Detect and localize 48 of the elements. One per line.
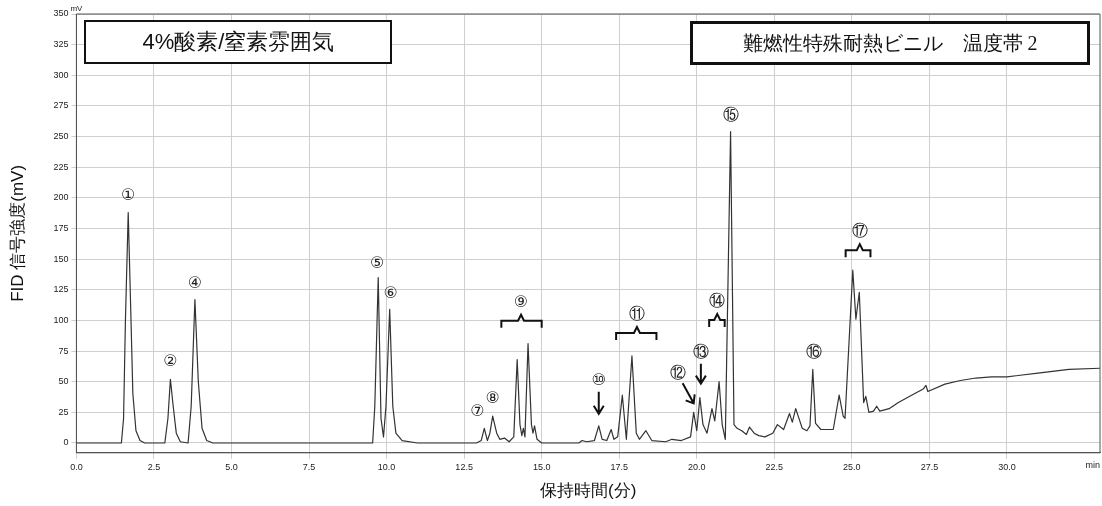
y-tick-label: 25	[58, 406, 69, 417]
annotation: ⑮	[722, 104, 739, 124]
y-tick-label: 225	[53, 161, 69, 172]
annotation: ⑪	[628, 304, 645, 324]
y-tick-label: 350	[53, 8, 69, 19]
annotation: ⑫	[669, 362, 686, 382]
x-tick-label: 10.0	[377, 461, 396, 472]
x-tick-label: 12.5	[455, 461, 473, 472]
y-tick-label: 250	[53, 131, 69, 142]
annotation: ②	[163, 351, 178, 371]
x-tick-label: 20.0	[688, 461, 706, 472]
x-axis-title: 保持時間(分)	[540, 481, 637, 501]
y-axis-title: FID 信号強度(mV)	[7, 164, 27, 302]
annotation: ⑨	[513, 291, 529, 311]
annotation: ⑧	[485, 388, 500, 408]
x-tick-label: 15.0	[532, 461, 551, 472]
annotation: ⑬	[692, 341, 709, 361]
y-tick-label: 150	[53, 253, 69, 264]
annotation: ⑭	[709, 291, 726, 311]
y-tick-label: 275	[53, 100, 69, 111]
annotation: ⑩	[591, 369, 606, 389]
x-tick-label: 2.5	[147, 461, 161, 472]
annotation: ⑰	[851, 221, 868, 241]
annotation: ⑥	[383, 282, 398, 302]
y-tick-label: 75	[58, 345, 69, 356]
y-tick-label: 50	[58, 376, 69, 387]
annotation: ⑦	[470, 401, 485, 421]
annotation: ⑤	[370, 252, 385, 272]
y-tick-label: 0	[63, 437, 69, 448]
annotation: ①	[121, 184, 136, 204]
annotation: ⑯	[805, 341, 822, 361]
x-tick-label: 27.5	[920, 461, 939, 472]
x-tick-label: 22.5	[765, 461, 784, 472]
text: min	[1085, 459, 1100, 470]
x-tick-label: 5.0	[225, 461, 238, 472]
x-tick-label: 0.0	[70, 461, 83, 472]
x-tick-label: 17.5	[610, 461, 628, 472]
annotation: ④	[187, 272, 203, 292]
y-tick-label: 200	[53, 192, 69, 203]
x-tick-label: 7.5	[302, 461, 316, 472]
y-tick-label: 100	[53, 314, 69, 325]
y-tick-label: 125	[53, 284, 69, 295]
text: mV	[70, 4, 84, 14]
y-tick-label: 175	[53, 222, 69, 233]
x-tick-label: 30.0	[998, 461, 1016, 472]
y-tick-label: 325	[53, 39, 69, 50]
y-tick-label: 300	[53, 69, 69, 80]
x-tick-label: 25.0	[843, 461, 861, 472]
